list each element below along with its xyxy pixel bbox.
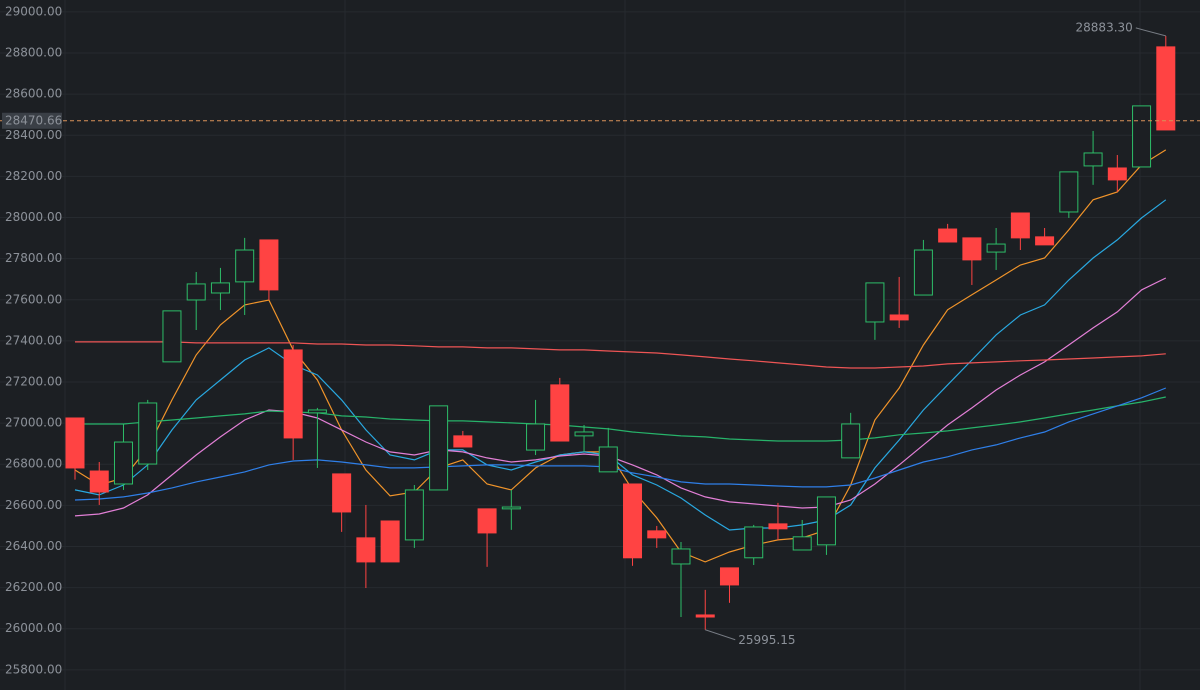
candle-body — [598, 446, 618, 473]
candle-body — [574, 431, 594, 437]
vertical-grid — [64, 0, 1141, 690]
candle-body — [526, 423, 546, 451]
min-label: 25995.15 — [738, 633, 795, 647]
y-tick-label: 29000.00 — [5, 4, 62, 18]
y-tick-label: 27000.00 — [5, 416, 62, 430]
candle-body — [210, 282, 230, 294]
max-label: 28883.30 — [1076, 20, 1133, 34]
candle-body — [550, 384, 570, 442]
candle-body — [162, 310, 182, 363]
candle-body — [283, 349, 303, 439]
moving-average-line — [74, 387, 1167, 501]
candle-body — [841, 423, 861, 459]
candle-body — [816, 496, 836, 546]
candle-body — [1083, 152, 1103, 167]
y-tick-label: 28200.00 — [5, 169, 62, 183]
candle-body — [307, 409, 327, 414]
y-tick-label: 27400.00 — [5, 333, 62, 347]
candle-body — [404, 489, 424, 541]
current-price-box — [2, 112, 62, 129]
candle-body — [89, 470, 109, 493]
candle-body — [1059, 171, 1079, 213]
y-tick-label: 28600.00 — [5, 87, 62, 101]
candle-body — [768, 523, 788, 530]
candle-body — [477, 508, 497, 534]
candle-body — [113, 441, 133, 485]
y-tick-label: 28000.00 — [5, 210, 62, 224]
y-tick-label: 26400.00 — [5, 539, 62, 553]
candle-body — [453, 435, 473, 448]
y-tick-label: 27600.00 — [5, 292, 62, 306]
candle-body — [235, 249, 255, 283]
candle-body — [259, 239, 279, 291]
candle-body — [913, 249, 933, 296]
candle-body — [695, 614, 715, 618]
candle-body — [332, 473, 352, 513]
candle-body — [647, 530, 667, 539]
moving-average-line — [75, 341, 1166, 369]
candle-body — [1010, 212, 1030, 239]
y-tick-label: 26200.00 — [5, 580, 62, 594]
y-tick-label: 26000.00 — [5, 621, 62, 635]
y-tick-label: 25800.00 — [5, 662, 62, 676]
candle-body — [1132, 105, 1152, 168]
moving-average-line — [75, 396, 1166, 442]
candle-body — [186, 283, 206, 301]
y-tick-label: 28400.00 — [5, 128, 62, 142]
candle-body — [380, 520, 400, 563]
candle-body — [623, 483, 643, 559]
candle-body — [889, 314, 909, 321]
candle-body — [1107, 167, 1127, 181]
candle-body — [744, 526, 764, 559]
candle-body — [792, 536, 812, 551]
moving-average-line — [74, 277, 1167, 517]
y-tick-label: 26800.00 — [5, 457, 62, 471]
max-leader — [1135, 27, 1166, 37]
y-tick-label: 28800.00 — [5, 46, 62, 60]
candle-body — [138, 402, 158, 465]
y-tick-label: 27200.00 — [5, 375, 62, 389]
candle-body — [356, 537, 376, 563]
candle-body — [671, 548, 691, 565]
candle-body — [1156, 46, 1176, 131]
current-price-label: 28470.66 — [5, 113, 62, 127]
y-tick-label: 26600.00 — [5, 498, 62, 512]
y-tick-label: 27800.00 — [5, 251, 62, 265]
candle-body — [65, 417, 85, 469]
moving-average-line — [74, 149, 1167, 563]
candle-body — [865, 282, 885, 323]
candle-body — [1035, 236, 1055, 246]
candle-body — [719, 567, 739, 586]
candle-body — [429, 405, 449, 491]
min-leader — [705, 629, 736, 641]
candle-body — [962, 237, 982, 261]
candle-body — [986, 243, 1006, 253]
candle-body — [501, 506, 521, 510]
moving-average-line — [74, 199, 1167, 531]
candle-body — [938, 228, 958, 243]
